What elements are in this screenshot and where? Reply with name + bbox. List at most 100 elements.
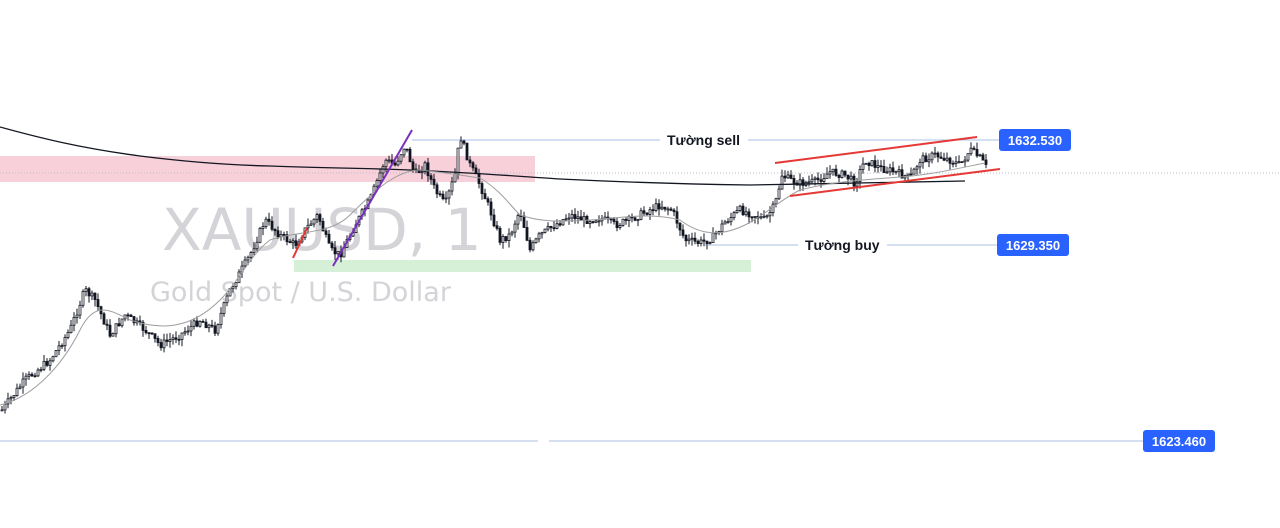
- candle-body-108: [324, 230, 328, 235]
- candle-body-223: [669, 208, 673, 211]
- candle-body-274: [822, 178, 826, 182]
- candle-body-125: [375, 180, 379, 187]
- candle-body-217: [651, 209, 655, 212]
- candle-body-88: [264, 218, 268, 227]
- level-buy[interactable]: Tường buy 1629.350: [705, 234, 1069, 256]
- candle-body-192: [576, 216, 580, 220]
- candle-body-297: [891, 167, 895, 173]
- candle-body-50: [150, 332, 154, 335]
- candle-body-39: [117, 323, 121, 327]
- candle-body-315: [945, 157, 949, 161]
- candle-body-207: [621, 218, 625, 226]
- candle-body-82: [246, 256, 250, 261]
- candle-body-291: [873, 160, 877, 168]
- candle-body-186: [558, 223, 562, 226]
- price-tag-low-text: 1623.460: [1152, 434, 1206, 449]
- candle-body-294: [882, 165, 886, 173]
- candle-body-37: [111, 333, 115, 337]
- resistance-zone: [0, 156, 535, 182]
- candle-body-220: [660, 206, 664, 210]
- candle-body-6: [18, 386, 22, 389]
- channel-upper-line: [774, 136, 978, 164]
- candle-body-105: [315, 214, 319, 220]
- candle-body-67: [201, 320, 205, 323]
- candle-body-302: [906, 173, 910, 177]
- candle-body-320: [960, 161, 964, 164]
- candle-body-205: [615, 221, 619, 228]
- candle-body-59: [177, 338, 181, 341]
- candle-body-175: [525, 227, 529, 241]
- candle-body-66: [198, 320, 202, 327]
- candle-body-310: [930, 152, 934, 161]
- candle-body-190: [570, 214, 574, 219]
- candle-body-32: [96, 299, 100, 307]
- candle-body-21: [63, 337, 67, 347]
- candle-body-327: [981, 154, 985, 161]
- price-tag-sell: [999, 129, 1071, 151]
- candle-body-241: [723, 221, 727, 225]
- candle-body-182: [546, 225, 550, 230]
- candle-body-157: [471, 162, 475, 169]
- candle-body-304: [912, 168, 916, 175]
- candle-body-212: [636, 219, 640, 221]
- candle-body-231: [693, 237, 697, 242]
- candle-body-140: [420, 171, 424, 174]
- candle-body-203: [609, 218, 613, 221]
- candle-body-43: [129, 314, 133, 318]
- candle-body-71: [213, 325, 217, 334]
- candle-body-189: [567, 217, 571, 220]
- channel-lower-line: [789, 168, 1001, 197]
- candle-body-255: [765, 215, 769, 218]
- candle-body-194: [582, 215, 586, 221]
- candle-body-285: [855, 181, 859, 187]
- candle-body-279: [837, 174, 841, 178]
- candle-body-250: [750, 216, 754, 219]
- candle-body-159: [477, 173, 481, 184]
- candle-body-299: [897, 169, 901, 172]
- impulse-red-line: [292, 227, 308, 259]
- candle-body-53: [159, 342, 163, 349]
- candle-body-293: [879, 165, 883, 168]
- candle-body-63: [189, 325, 193, 332]
- candle-body-52: [156, 337, 160, 343]
- candle-body-214: [642, 210, 646, 214]
- candle-body-267: [801, 179, 805, 186]
- candle-body-278: [834, 168, 838, 176]
- candle-body-40: [120, 318, 124, 327]
- candle-body-19: [57, 345, 61, 351]
- candle-body-298: [894, 170, 898, 173]
- candle-body-169: [507, 233, 511, 241]
- candle-body-87: [261, 226, 265, 229]
- level-low[interactable]: 1623.460: [0, 430, 1215, 452]
- candle-body-14: [42, 360, 46, 370]
- candle-body-137: [411, 161, 415, 170]
- candle-body-163: [489, 201, 493, 216]
- candlestick-series: [0, 136, 988, 414]
- candle-body-96: [288, 241, 292, 244]
- candle-body-31: [93, 292, 97, 301]
- level-sell[interactable]: Tường sell 1632.530: [412, 129, 1071, 151]
- candle-body-84: [252, 248, 256, 254]
- candle-body-90: [270, 220, 274, 230]
- candle-body-295: [885, 171, 889, 174]
- candle-body-263: [789, 174, 793, 179]
- candle-body-112: [336, 250, 340, 255]
- candle-body-328: [984, 159, 988, 165]
- candle-body-57: [171, 337, 175, 340]
- candle-body-103: [309, 223, 313, 226]
- candle-body-77: [231, 286, 235, 290]
- candle-body-22: [66, 332, 70, 338]
- candle-body-260: [780, 175, 784, 190]
- candle-body-13: [39, 368, 43, 371]
- candle-body-94: [282, 233, 286, 236]
- candle-body-280: [840, 170, 844, 178]
- price-tag-buy-text: 1629.350: [1006, 238, 1060, 253]
- candle-body-227: [681, 229, 685, 236]
- candle-body-153: [459, 140, 463, 149]
- candle-body-136: [408, 148, 412, 163]
- candle-body-48: [144, 329, 148, 334]
- candle-body-64: [192, 320, 196, 327]
- candle-body-75: [225, 295, 229, 304]
- candle-body-262: [786, 174, 790, 179]
